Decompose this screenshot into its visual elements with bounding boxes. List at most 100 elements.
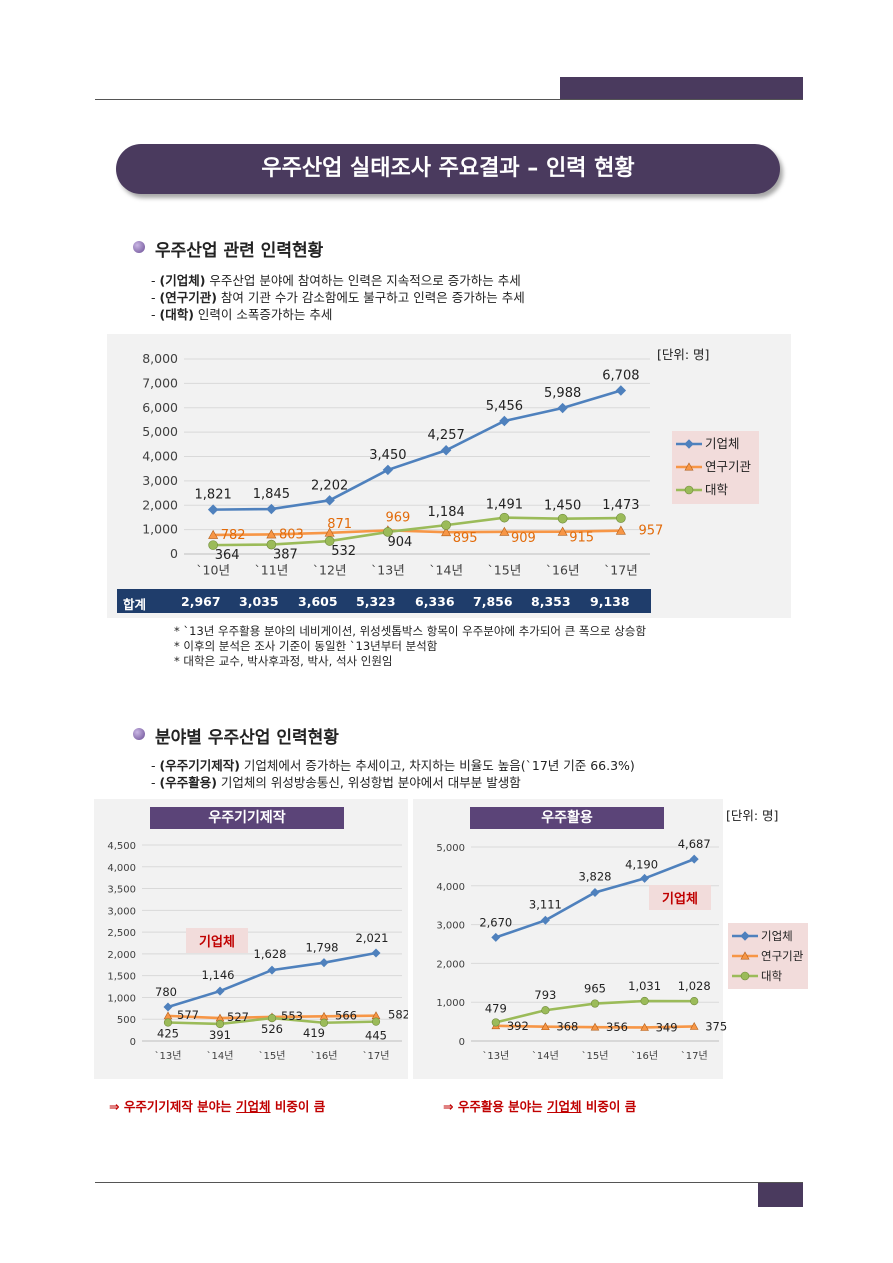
conclusion-underline: 기업체	[547, 1099, 582, 1114]
data-point	[615, 525, 626, 535]
desc-text: 인력이 소폭증가하는 추세	[193, 307, 333, 322]
data-point	[557, 513, 568, 524]
data-point	[267, 1013, 277, 1023]
chart3-unit: [단위: 명]	[726, 808, 779, 823]
data-point	[324, 495, 335, 506]
desc-text: 참여 기관 수가 감소함에도 불구하고 인력은 증가하는 추세	[216, 290, 525, 305]
y-tick-label: 500	[117, 1015, 136, 1026]
data-point	[163, 1018, 173, 1027]
data-label: 566	[335, 1008, 357, 1022]
data-label: 3,828	[579, 869, 612, 883]
data-label: 419	[303, 1026, 325, 1040]
y-tick-label: 4,000	[436, 882, 465, 893]
total-value: 3,035	[239, 594, 279, 609]
data-label: 364	[215, 548, 240, 563]
data-point	[557, 402, 568, 414]
data-point	[541, 1022, 550, 1031]
data-point	[207, 504, 219, 515]
data-label: 4,257	[428, 428, 465, 443]
footer-rule	[95, 1182, 803, 1183]
data-label: 871	[327, 517, 352, 532]
data-label: 527	[227, 1010, 249, 1024]
data-label: 2,021	[356, 931, 389, 945]
data-point	[541, 1006, 550, 1015]
data-point	[319, 958, 329, 968]
data-label: 1,491	[486, 498, 523, 513]
totals-label: 합계	[123, 597, 147, 612]
x-tick-label: `17년	[681, 1050, 708, 1062]
desc-prefix: -	[151, 273, 160, 288]
y-tick-label: 3,500	[107, 885, 136, 896]
conclusion-text: 비중이 큼	[270, 1099, 326, 1114]
data-label: 2,670	[479, 915, 512, 929]
x-tick-label: `10년	[196, 563, 230, 578]
x-tick-label: `15년	[488, 563, 522, 578]
data-label: 387	[273, 548, 298, 563]
data-point	[266, 529, 277, 539]
y-tick-label: 1,000	[107, 993, 136, 1004]
section1-title: 우주산업 관련 인력현황	[155, 241, 324, 261]
chart2-svg: 0 500 1,000 1,500 2,000 2,500 3,000 3,500 4,000 4…	[107, 841, 408, 1062]
x-tick-label: `14년	[429, 563, 463, 578]
data-point	[215, 1019, 225, 1029]
data-label: 793	[534, 988, 556, 1002]
data-label: 915	[569, 531, 594, 546]
data-point	[640, 873, 650, 883]
data-label: 526	[261, 1022, 283, 1036]
y-tick-label: 1,000	[142, 522, 178, 537]
legend-label: 기업체	[761, 929, 793, 943]
desc-bold: (연구기관)	[159, 290, 217, 305]
desc-bold: (기업체)	[159, 273, 206, 288]
data-point	[689, 1022, 699, 1030]
x-tick-label: `13년	[371, 563, 405, 578]
series-line-연구기관	[213, 529, 621, 537]
section1-bullet-icon	[133, 241, 145, 253]
data-label: 479	[485, 1001, 507, 1015]
y-tick-label: 3,000	[436, 921, 465, 932]
data-label: 969	[385, 510, 410, 525]
data-point	[383, 527, 393, 537]
conclusion-underline: 기업체	[236, 1099, 271, 1114]
y-tick-label: 4,000	[107, 863, 136, 874]
chart1-unit: [단위: 명]	[657, 347, 710, 362]
y-tick-label: 3,000	[142, 473, 178, 488]
data-label: 3,111	[529, 897, 562, 911]
data-point	[491, 932, 501, 942]
conclusion-text: ⇒ 우주활용 분야는	[443, 1099, 548, 1114]
x-tick-label: `16년	[546, 563, 580, 578]
data-label: 957	[638, 524, 663, 539]
x-tick-label: `16년	[631, 1050, 658, 1062]
data-point	[267, 965, 277, 975]
x-tick-label: `14년	[207, 1050, 234, 1062]
data-label: 1,146	[202, 968, 235, 982]
data-label: 4,687	[678, 837, 711, 851]
data-label: 782	[221, 528, 246, 543]
annotation-label: 기업체	[662, 892, 698, 907]
totals-bar: 합계 2,967 3,035 3,605 5,323 6,336 7,856 8…	[117, 589, 651, 613]
data-point	[441, 527, 452, 537]
note-line: * `13년 우주활용 분야의 네비게이션, 위성셋톱박스 항목이 우주분야에 …	[174, 624, 647, 638]
data-label: 5,456	[486, 399, 523, 414]
y-tick-label: 2,000	[142, 497, 178, 512]
y-tick-label: 2,000	[107, 950, 136, 961]
data-point	[690, 997, 699, 1006]
data-label: 425	[157, 1026, 179, 1040]
header-rule	[95, 99, 803, 100]
x-tick-label: `15년	[259, 1050, 286, 1062]
data-point	[319, 1018, 329, 1027]
data-label: 1,473	[602, 498, 639, 513]
legend-label: 기업체	[705, 436, 740, 451]
desc-prefix: -	[151, 290, 160, 305]
legend-label: 연구기관	[705, 459, 752, 474]
data-label: 392	[507, 1019, 529, 1033]
y-tick-label: 0	[459, 1037, 465, 1048]
chart2-panel	[94, 799, 408, 1079]
data-label: 553	[281, 1009, 303, 1023]
data-label: 577	[177, 1008, 199, 1022]
data-point	[590, 887, 600, 897]
legend-marker	[740, 951, 750, 960]
desc-prefix: -	[151, 307, 160, 322]
data-label: 780	[155, 985, 177, 999]
data-label: 1,821	[195, 488, 232, 503]
desc-bold: (우주기기제작)	[159, 758, 240, 773]
